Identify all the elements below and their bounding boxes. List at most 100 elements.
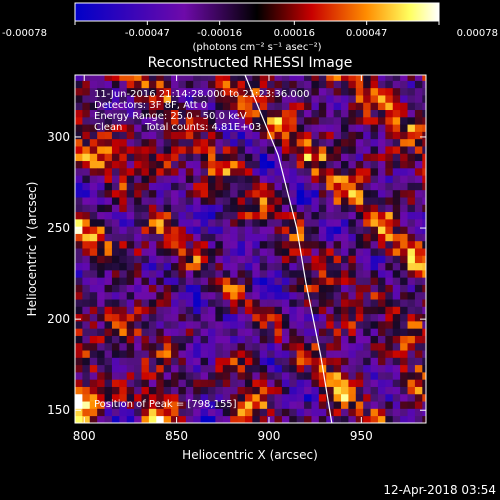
heatmap-cell <box>289 379 298 387</box>
heatmap-cell <box>208 306 216 315</box>
heatmap-cell <box>341 277 349 285</box>
heatmap-cell <box>119 357 128 366</box>
heatmap-cell <box>326 284 335 293</box>
heatmap-cell <box>104 255 113 264</box>
heatmap-cell <box>97 371 105 380</box>
heatmap-cell <box>348 87 357 96</box>
heatmap-cell <box>237 167 246 176</box>
heatmap-cell <box>82 204 91 213</box>
heatmap-cell <box>341 167 349 176</box>
heatmap-cell <box>370 408 379 417</box>
heatmap-cell <box>237 240 246 249</box>
heatmap-cell <box>392 386 401 395</box>
heatmap-cell <box>104 218 113 227</box>
heatmap-cell <box>148 284 157 293</box>
heatmap-cell <box>348 233 357 242</box>
heatmap-cell <box>141 269 150 278</box>
heatmap-cell <box>163 306 172 315</box>
heatmap-cell <box>82 175 91 183</box>
heatmap-cell <box>193 218 202 227</box>
heatmap-cell <box>97 306 105 315</box>
heatmap-cell <box>75 408 83 417</box>
heatmap-cell <box>311 299 320 307</box>
heatmap-cell <box>296 357 305 366</box>
heatmap-cell <box>296 167 305 176</box>
heatmap-cell <box>355 204 364 213</box>
heatmap-cell <box>267 153 275 162</box>
heatmap-cell <box>274 138 283 147</box>
heatmap-cell <box>89 138 98 147</box>
heatmap-cell <box>370 262 379 271</box>
heatmap-cell <box>163 262 172 271</box>
heatmap-cell <box>355 386 364 395</box>
heatmap-cell <box>163 248 172 256</box>
heatmap-cell <box>163 401 172 409</box>
heatmap-cell <box>237 350 246 358</box>
heatmap-cell <box>311 313 320 322</box>
heatmap-cell <box>400 109 408 118</box>
heatmap-cell <box>296 313 305 322</box>
heatmap-cell <box>171 95 179 103</box>
heatmap-cell <box>259 233 268 242</box>
heatmap-cell <box>148 379 157 387</box>
heatmap-cell <box>200 75 209 81</box>
heatmap-cell <box>311 379 320 387</box>
heatmap-cell <box>230 204 238 213</box>
heatmap-cell <box>333 167 342 176</box>
heatmap-cell <box>363 167 371 176</box>
heatmap-cell <box>171 182 179 191</box>
heatmap-cell <box>163 80 172 89</box>
heatmap-cell <box>311 248 320 256</box>
heatmap-cell <box>289 138 298 147</box>
heatmap-cell <box>363 226 371 234</box>
colorbar-tick-label: 0.00047 <box>346 28 387 39</box>
heatmap-cell <box>348 284 357 293</box>
heatmap-cell <box>385 124 394 132</box>
heatmap-cell <box>333 182 342 191</box>
heatmap-cell <box>185 401 194 409</box>
heatmap-cell <box>333 364 342 373</box>
heatmap-cell <box>355 138 364 147</box>
heatmap-cell <box>148 189 157 198</box>
heatmap-cell <box>208 248 216 256</box>
heatmap-cell <box>348 95 357 103</box>
heatmap-cell <box>333 116 342 125</box>
heatmap-cell <box>289 87 298 96</box>
heatmap-cell <box>222 335 231 344</box>
heatmap-cell <box>341 386 349 395</box>
heatmap-cell <box>400 116 408 125</box>
heatmap-cell <box>126 146 135 154</box>
heatmap-cell <box>414 160 423 169</box>
heatmap-cell <box>259 299 268 307</box>
heatmap-cell <box>296 262 305 271</box>
heatmap-cell <box>311 320 320 329</box>
heatmap-cell <box>281 306 290 315</box>
heatmap-cell <box>385 371 394 380</box>
heatmap-cell <box>208 255 216 264</box>
heatmap-cell <box>363 262 371 271</box>
heatmap-cell <box>111 131 120 140</box>
heatmap-cell <box>193 313 202 322</box>
heatmap-cell <box>267 408 275 417</box>
heatmap-cell <box>326 379 335 387</box>
heatmap-cell <box>185 313 194 322</box>
heatmap-cell <box>400 306 408 315</box>
heatmap-cell <box>178 211 187 220</box>
heatmap-cell <box>208 415 216 423</box>
heatmap-cell <box>296 401 305 409</box>
heatmap-cell <box>104 415 113 423</box>
heatmap-cell <box>281 189 290 198</box>
heatmap-cell <box>163 233 172 242</box>
heatmap-cell <box>333 262 342 271</box>
heatmap-cell <box>119 109 128 118</box>
heatmap-cell <box>296 80 305 89</box>
heatmap-cell <box>148 80 157 89</box>
heatmap-cell <box>126 189 135 198</box>
heatmap-cell <box>326 277 335 285</box>
heatmap-cell <box>82 102 91 111</box>
heatmap-cell <box>326 167 335 176</box>
heatmap-cell <box>134 146 142 154</box>
heatmap-cell <box>267 211 275 220</box>
heatmap-cell <box>267 371 275 380</box>
